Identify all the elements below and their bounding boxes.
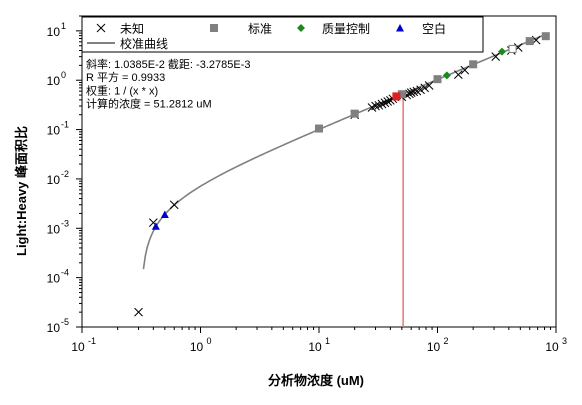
data-point [409,87,419,97]
x-axis-label: 分析物浓度 (uM) [268,373,364,388]
data-point [433,75,442,84]
data-point [454,70,463,79]
data-point [525,37,534,46]
y-tick-exponent: -3 [61,218,69,228]
data-point [315,124,323,133]
y-tick-label: 10 [47,74,61,88]
data-point [377,99,387,109]
x-tick-exponent: 0 [207,336,212,346]
data-point [350,109,359,118]
y-tick-exponent: -2 [61,169,69,179]
data-point [469,60,478,69]
legend-label: 标准 [248,22,272,36]
y-tick-exponent: -1 [61,120,69,130]
series-2 [442,47,506,80]
data-point [460,65,470,75]
x-tick-exponent: -1 [88,336,96,346]
legend-marker [297,24,305,32]
y-tick-exponent: 1 [61,21,66,31]
y-tick-exponent: -4 [61,268,69,278]
x-tick-exponent: 3 [562,336,567,346]
data-point [541,32,550,41]
y-tick-label: 10 [47,222,61,236]
data-point [497,47,506,56]
calibration-curve [142,33,547,270]
data-point-stroke [460,65,470,75]
legend-entry: 校准曲线 [87,36,168,51]
data-point-stroke [134,307,143,317]
x-tick-exponent: 1 [325,336,330,346]
data-point [374,100,384,110]
series-5 [508,44,517,53]
data-point [442,71,451,80]
x-tick-label: 10 [545,340,559,354]
legend-label: 质量控制 [322,22,370,36]
data-point-stroke [420,83,430,93]
data-point [392,92,401,101]
legend-label: 校准曲线 [120,36,168,51]
legend-marker [96,23,106,33]
y-tick-label: 10 [47,25,61,39]
annotation-line: 权重: 1 / (x * x) [86,83,158,97]
data-point [134,307,143,317]
data-point-stroke [380,98,390,108]
y-tick-label: 10 [47,124,61,138]
data-point [151,222,160,230]
data-point [380,98,390,108]
data-point-stroke [371,101,380,111]
y-tick-label: 10 [47,272,61,286]
legend-entry: 未知 [96,22,144,36]
annotation-line: R 平方 = 0.9933 [86,70,165,84]
y-tick-label: 10 [47,321,61,335]
x-tick-label: 10 [427,340,441,354]
legend-marker [396,24,404,32]
y-tick-label: 10 [47,173,61,187]
data-point-stroke [169,200,179,210]
annotation-line: 斜率: 1.0385E-2 截距: -3.2785E-3 [86,57,250,71]
data-point [397,90,406,99]
legend-label: 空白 [422,21,446,36]
data-point [508,44,517,53]
data-point [169,200,179,210]
x-tick-label: 10 [71,340,85,354]
legend-box [81,16,484,53]
x-tick-exponent: 2 [444,336,449,346]
legend-marker-stroke [96,23,106,33]
y-tick-exponent: -5 [61,317,69,327]
data-point [383,97,393,106]
y-tick-exponent: 0 [61,70,66,80]
data-point-stroke [406,88,416,97]
data-point-stroke [409,87,419,97]
legend-label: 未知 [120,22,144,36]
data-point [420,83,430,93]
data-point-stroke [424,81,434,90]
data-point [371,101,380,111]
series-1 [315,32,550,133]
data-point [491,52,501,62]
data-point [424,81,434,90]
data-point-stroke [491,52,501,62]
y-axis-label: Light:Heavy 峰面积比 [14,126,29,256]
legend-entry: 质量控制 [297,22,370,36]
x-tick-label: 10 [190,340,204,354]
data-point-stroke [454,70,463,79]
series-4 [392,92,401,101]
data-point-stroke [377,99,387,109]
data-point-stroke [383,97,393,106]
legend-entry: 标准 [210,22,272,36]
series-3 [151,210,169,230]
data-point [406,88,416,97]
x-tick-label: 10 [308,340,322,354]
annotation-line: 计算的浓度 = 51.2812 uM [86,97,212,111]
data-point [160,210,169,219]
legend-marker [210,24,218,32]
data-point-stroke [148,218,158,228]
data-point-stroke [374,100,384,110]
legend-entry: 空白 [396,21,446,36]
